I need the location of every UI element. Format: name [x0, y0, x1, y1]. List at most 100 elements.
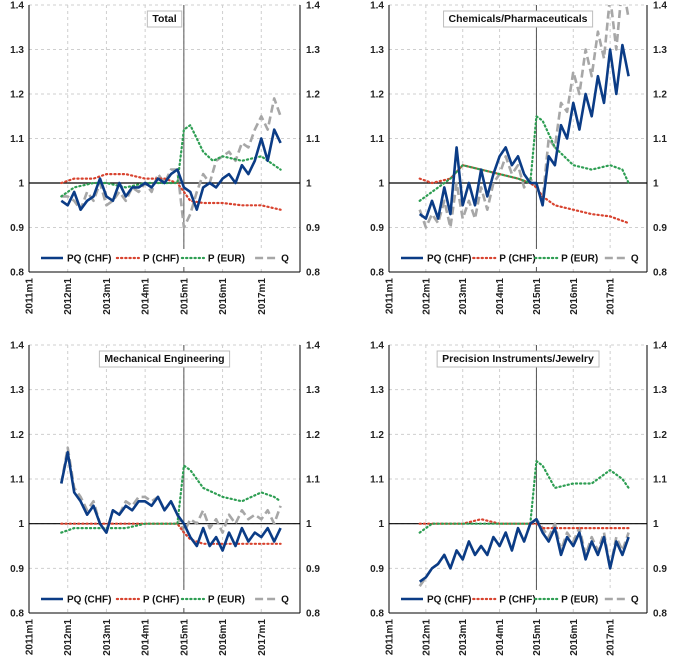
chart-title-text: Chemicals/Pharmaceuticals: [449, 13, 588, 25]
y-tick-label-right: 1: [653, 519, 659, 530]
chart-title-box: [98, 350, 231, 368]
y-tick-label-right: 1.1: [306, 134, 320, 145]
chart-panel-2: 0.8 0.8 0.9 0.9 1 1 1.1 1.1 1.2 1.2 1.3 1.3 1.4 1.4 20…: [10, 341, 320, 656]
y-tick-label-left: 0.9: [10, 564, 24, 575]
x-tick-label: 2017m1: [257, 278, 268, 315]
y-tick-label-right: 1.2: [306, 90, 320, 101]
series-line-q: [61, 97, 282, 229]
y-tick-label-right: 1.1: [653, 134, 667, 145]
legend-label: Q: [631, 254, 639, 265]
legend-label: PQ (CHF): [427, 254, 471, 265]
y-tick-label-left: 1.2: [10, 430, 24, 441]
y-tick-label-right: 1.1: [306, 475, 320, 486]
legend-label: Q: [281, 595, 289, 606]
chart-panel-3: 0.8 0.8 0.9 0.9 1 1 1.1 1.1 1.2 1.2 1.3 1.3 1.4 1.4 20…: [370, 341, 667, 656]
series-line-q: [418, 5, 630, 229]
y-tick-label-right: 1.3: [653, 45, 667, 56]
x-tick-label: 2013m1: [102, 619, 113, 656]
x-tick-label: 2014m1: [141, 619, 152, 656]
y-tick-label-right: 1.4: [653, 1, 667, 12]
x-tick-label: 2017m1: [606, 619, 617, 656]
x-tick-label: 2013m1: [458, 278, 469, 315]
x-tick-label: 2014m1: [141, 278, 152, 315]
x-tick-label: 2013m1: [458, 619, 469, 656]
chart-title: Chemicals/Pharmaceuticals: [443, 10, 594, 28]
y-tick-label-left: 0.8: [370, 268, 384, 279]
y-tick-label-right: 0.9: [653, 564, 667, 575]
legend-label: PQ (CHF): [67, 595, 111, 606]
y-tick-label-left: 1.1: [370, 134, 384, 145]
legend: PQ (CHF) P (CHF) P (EUR) Q: [35, 590, 294, 608]
y-tick-label-left: 1.2: [10, 90, 24, 101]
legend-box: [35, 249, 294, 267]
series-line-p-eur: [60, 464, 282, 534]
legend: PQ (CHF) P (CHF) P (EUR) Q: [395, 590, 641, 608]
y-tick-label-right: 1.2: [653, 430, 667, 441]
legend-box: [395, 249, 641, 267]
y-tick-label-left: 1.3: [10, 45, 24, 56]
y-tick-label-left: 1.4: [370, 341, 384, 352]
x-tick-label: 2011m1: [385, 278, 396, 315]
y-tick-label-left: 1: [18, 519, 24, 530]
y-tick-label-right: 1.4: [653, 341, 667, 352]
y-tick-label-left: 0.9: [10, 223, 24, 234]
legend-label: P (CHF): [499, 595, 535, 606]
series-line-pq-chf: [60, 128, 282, 211]
y-tick-label-left: 1.4: [10, 341, 24, 352]
y-tick-label-left: 1.1: [10, 475, 24, 486]
chart-title-text: Precision Instruments/Jewelry: [442, 353, 594, 365]
x-tick-label: 2013m1: [102, 278, 113, 315]
x-tick-label: 2015m1: [532, 619, 543, 656]
x-tick-label: 2014m1: [495, 278, 506, 315]
y-tick-label-left: 1.4: [370, 1, 384, 12]
y-tick-label-left: 0.8: [10, 268, 24, 279]
y-tick-label-right: 0.8: [306, 609, 320, 620]
series-line-p-eur: [60, 124, 282, 198]
chart-title: Precision Instruments/Jewelry: [436, 350, 600, 368]
y-tick-label-left: 1.4: [10, 1, 24, 12]
y-tick-label-left: 1.2: [370, 430, 384, 441]
x-tick-label: 2012m1: [421, 278, 432, 315]
y-tick-label-left: 1: [18, 179, 24, 190]
y-tick-label-left: 0.9: [370, 223, 384, 234]
legend: PQ (CHF) P (CHF) P (EUR) Q: [35, 249, 294, 267]
legend-label: P (EUR): [208, 595, 245, 606]
y-tick-label-right: 0.8: [653, 268, 667, 279]
y-tick-label-left: 0.8: [10, 609, 24, 620]
y-tick-label-right: 1: [306, 519, 312, 530]
y-tick-label-right: 1: [653, 179, 659, 190]
series-line-p-chf: [60, 173, 282, 211]
y-tick-label-right: 1: [306, 179, 312, 190]
series-line-p-eur: [418, 460, 630, 534]
y-tick-label-right: 0.8: [653, 609, 667, 620]
y-tick-label-right: 1.3: [653, 385, 667, 396]
y-tick-label-left: 1: [378, 519, 384, 530]
legend-label: P (EUR): [561, 254, 598, 265]
x-tick-label: 2012m1: [63, 278, 74, 315]
x-tick-label: 2016m1: [569, 278, 580, 315]
legend-label: P (CHF): [499, 254, 535, 265]
y-tick-label-left: 0.8: [370, 609, 384, 620]
x-tick-label: 2011m1: [25, 278, 36, 315]
x-tick-label: 2011m1: [25, 619, 36, 656]
series-line-pq-chf: [418, 517, 630, 583]
chart-panel-1: 0.8 0.8 0.9 0.9 1 1 1.1 1.1 1.2 1.2 1.3 1.3 1.4 1.4 20…: [370, 1, 667, 315]
y-tick-label-right: 1.3: [306, 385, 320, 396]
y-tick-label-right: 0.9: [306, 223, 320, 234]
x-tick-label: 2015m1: [179, 278, 190, 315]
legend-box: [35, 590, 294, 608]
legend-label: Q: [281, 254, 289, 265]
chart-title-box: [436, 350, 600, 368]
y-tick-label-left: 1: [378, 179, 384, 190]
x-tick-label: 2012m1: [63, 619, 74, 656]
series-line-p-chf: [418, 518, 630, 530]
y-tick-label-right: 0.8: [306, 268, 320, 279]
series-line-pq-chf: [60, 450, 282, 552]
series-line-pq-chf: [418, 43, 630, 220]
x-tick-label: 2016m1: [569, 619, 580, 656]
y-tick-label-left: 1.3: [370, 45, 384, 56]
series-line-p-eur: [418, 115, 630, 202]
x-tick-label: 2016m1: [218, 619, 229, 656]
